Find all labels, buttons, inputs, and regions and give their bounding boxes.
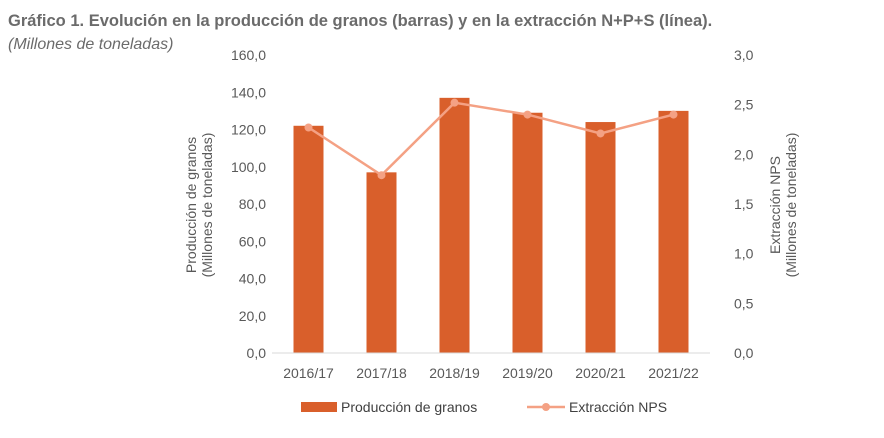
legend-label-line: Extracción NPS <box>569 399 667 415</box>
bar <box>512 112 543 353</box>
line-point <box>523 110 532 119</box>
x-tick-label: 2019/20 <box>502 365 553 381</box>
x-tick-label: 2021/22 <box>648 365 699 381</box>
x-tick-label: 2018/19 <box>429 365 480 381</box>
line-point <box>669 110 678 119</box>
y2-axis-title: Extracción NPS(Millones de toneladas) <box>767 133 799 278</box>
bar <box>366 172 397 353</box>
y-tick-label: 60,0 <box>239 233 266 249</box>
y-tick-label: 40,0 <box>239 271 266 287</box>
y-tick-label: 160,0 <box>231 47 266 63</box>
line-point <box>450 98 459 107</box>
line-point <box>596 129 605 138</box>
y2-tick-label: 2,5 <box>734 97 754 113</box>
y-tick-label: 120,0 <box>231 122 266 138</box>
y-tick-label: 140,0 <box>231 84 266 100</box>
x-tick-label: 2017/18 <box>356 365 407 381</box>
y2-tick-label: 3,0 <box>734 47 754 63</box>
x-tick-label: 2020/21 <box>575 365 626 381</box>
bar <box>293 125 324 354</box>
y2-tick-label: 0,0 <box>734 345 754 361</box>
y-tick-label: 100,0 <box>231 159 266 175</box>
y2-tick-label: 0,5 <box>734 295 754 311</box>
line-point <box>377 171 386 180</box>
legend-swatch-bars <box>301 402 337 412</box>
bar <box>658 110 689 353</box>
y2-tick-label: 2,0 <box>734 146 754 162</box>
line-point <box>304 123 313 132</box>
y-tick-label: 20,0 <box>239 308 266 324</box>
chart-subtitle: (Millones de toneladas) <box>8 36 174 53</box>
y-tick-label: 0,0 <box>247 345 267 361</box>
chart-title: Gráfico 1. Evolución en la producción de… <box>8 12 713 30</box>
bar <box>439 97 470 354</box>
y-tick-label: 80,0 <box>239 196 266 212</box>
line-series <box>307 101 674 177</box>
y2-tick-label: 1,5 <box>734 196 754 212</box>
y-axis-title: Producción de granos(Millones de tonelad… <box>183 133 215 278</box>
bar <box>585 122 616 353</box>
y2-tick-label: 1,0 <box>734 246 754 262</box>
legend-marker-line <box>542 403 550 411</box>
legend-label-bars: Producción de granos <box>341 399 477 415</box>
x-tick-label: 2016/17 <box>283 365 334 381</box>
